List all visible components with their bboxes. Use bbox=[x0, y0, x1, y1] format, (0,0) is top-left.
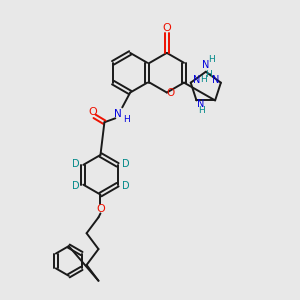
Text: O: O bbox=[96, 204, 105, 214]
Text: D: D bbox=[122, 181, 129, 191]
Text: O: O bbox=[167, 88, 175, 98]
Text: H: H bbox=[208, 55, 215, 64]
Text: D: D bbox=[72, 181, 79, 191]
Text: N: N bbox=[193, 75, 200, 85]
Text: H: H bbox=[200, 75, 207, 84]
Text: N: N bbox=[114, 109, 122, 119]
Text: H: H bbox=[198, 106, 205, 115]
Text: D: D bbox=[122, 159, 129, 169]
Text: O: O bbox=[88, 107, 97, 117]
Text: H: H bbox=[206, 70, 212, 79]
Text: D: D bbox=[72, 159, 79, 169]
Text: N: N bbox=[212, 75, 220, 85]
Text: H: H bbox=[123, 115, 130, 124]
Text: O: O bbox=[163, 23, 171, 33]
Text: N: N bbox=[202, 60, 209, 70]
Text: N: N bbox=[197, 99, 204, 110]
